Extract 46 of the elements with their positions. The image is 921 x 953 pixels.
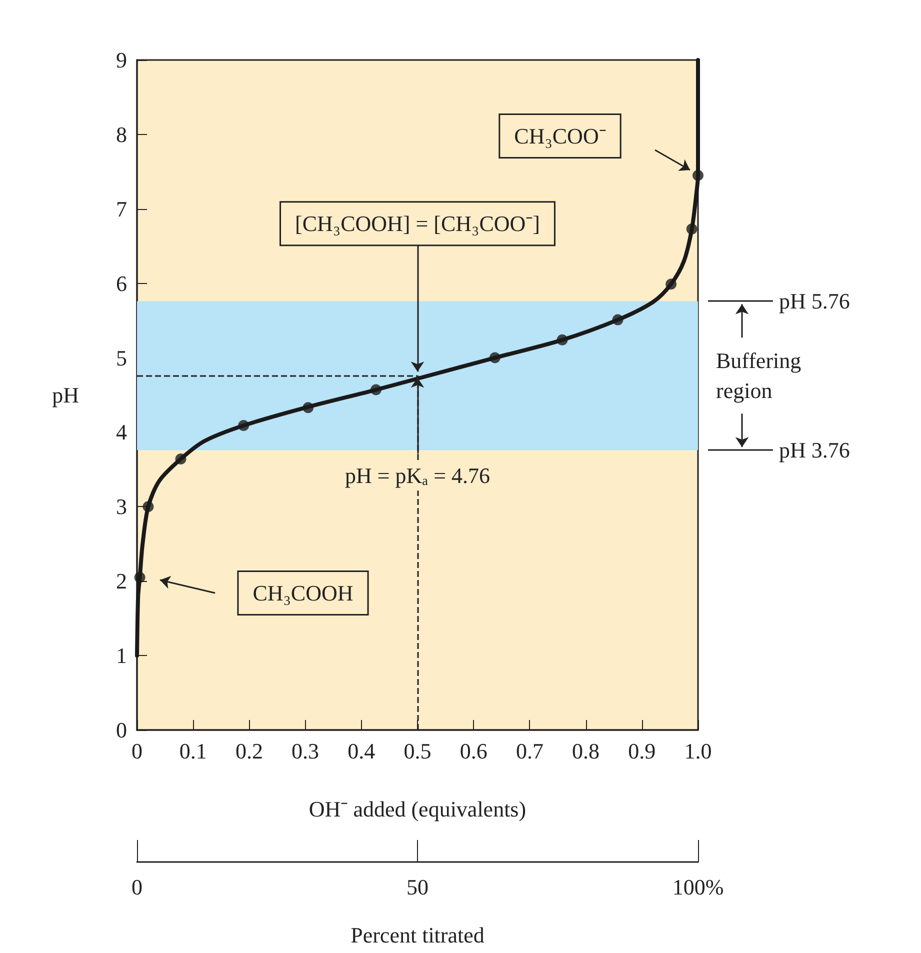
point [238, 420, 250, 432]
point [489, 352, 500, 364]
x-tick-label: 0.4 [348, 738, 376, 764]
y-tick-label: 3 [116, 494, 127, 520]
y-tick-label: 0 [116, 718, 127, 742]
y-tick-label: 7 [116, 196, 127, 222]
point [175, 454, 186, 465]
annotation: [CH₃COOH] = [CH₃COO⁻] [295, 211, 540, 236]
point [686, 223, 698, 234]
y-tick-label: 6 [116, 270, 127, 296]
x-tick-label: 0.2 [235, 738, 263, 764]
y-tick-label: 4 [116, 420, 127, 445]
x-tick-label: 0.7 [516, 738, 544, 764]
band-label: Buffering region [716, 348, 807, 404]
point [666, 278, 677, 290]
y-tick-label: 1 [116, 643, 127, 668]
x-tick-label: 0.6 [460, 738, 488, 764]
y-axis-title: pH [52, 382, 80, 408]
point [692, 170, 704, 181]
x2-tick-label: 0 [132, 874, 142, 900]
point [142, 501, 154, 512]
x2-axis-title: Percent titrated [350, 922, 484, 948]
x-tick-label: 0.9 [628, 738, 656, 764]
point [612, 314, 624, 326]
point [370, 384, 382, 396]
y-tick-label: 5 [116, 345, 127, 370]
point [134, 572, 146, 583]
x-tick-label: 0.3 [292, 738, 320, 764]
x-tick-label: 0 [132, 738, 142, 764]
x-tick-label: 0.8 [572, 738, 600, 764]
x-tick-label: 1.0 [684, 738, 712, 764]
point [302, 402, 314, 414]
y-tick-label: 2 [116, 568, 127, 594]
annotation: CH₃COOH [252, 580, 354, 606]
x2-tick-label: 100% [672, 874, 724, 900]
point [556, 334, 568, 346]
x-axis-title: OH⁻ added (equivalents) [308, 796, 526, 822]
annotation: CH₃COO⁻ [514, 124, 606, 148]
x-tick-label: 0.5 [404, 738, 432, 764]
ref-line-label: pH 5.76 [779, 288, 850, 314]
ref-line-label: pH 3.76 [779, 438, 850, 463]
x2-tick-label: 50 [406, 874, 428, 900]
y-tick-label: 8 [116, 122, 127, 147]
x-tick-label: 0.1 [179, 738, 207, 764]
y-tick-label: 9 [116, 48, 127, 72]
annotation: pH = pKₐ = 4.76 [344, 463, 490, 488]
